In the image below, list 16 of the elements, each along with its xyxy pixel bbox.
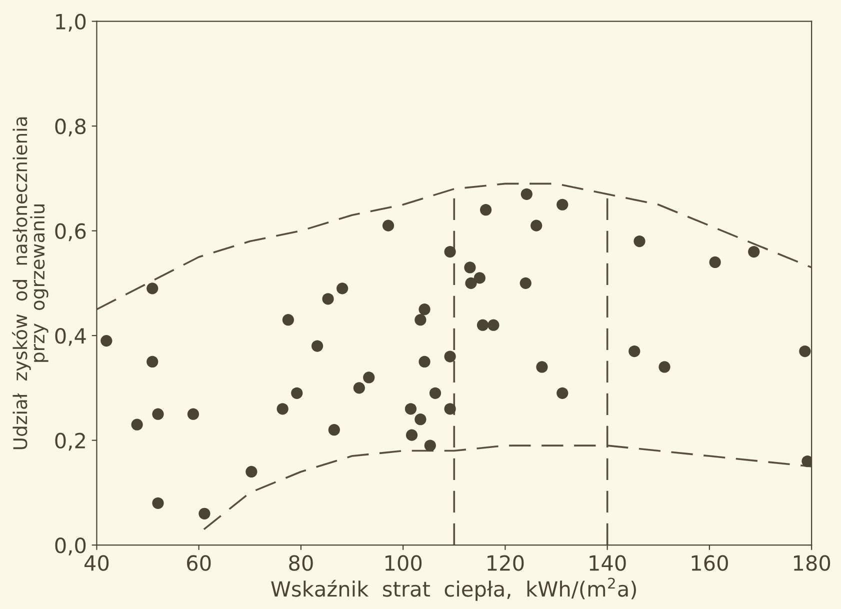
y-tick-label: 0,8 <box>55 118 86 136</box>
x-tick-label: 100 <box>385 555 422 571</box>
x-tick-label: 180 <box>794 555 830 571</box>
x-tick-label: 120 <box>488 555 524 571</box>
y-tick-label: 1,0 <box>56 14 86 32</box>
x-tick-label: 140 <box>590 555 626 571</box>
y-tick-label: 0,6 <box>55 223 86 242</box>
y-tick-label: 0,4 <box>55 328 86 346</box>
y-tick-label: 0,0 <box>55 538 86 556</box>
x-axis-title: Wskaźnik strat ciepła, kWh/(m$^{2}$a) <box>271 578 636 601</box>
x-tick-label: 40 <box>84 555 109 571</box>
x-tick-label: 80 <box>289 555 313 571</box>
x-tick-label: 60 <box>187 555 211 571</box>
x-tick-label: 160 <box>692 555 728 571</box>
y-axis-title: Udział zysków od nasłonecznienia przy ogrzewaniu <box>12 117 48 450</box>
y-tick-label: 0,2 <box>55 432 85 451</box>
